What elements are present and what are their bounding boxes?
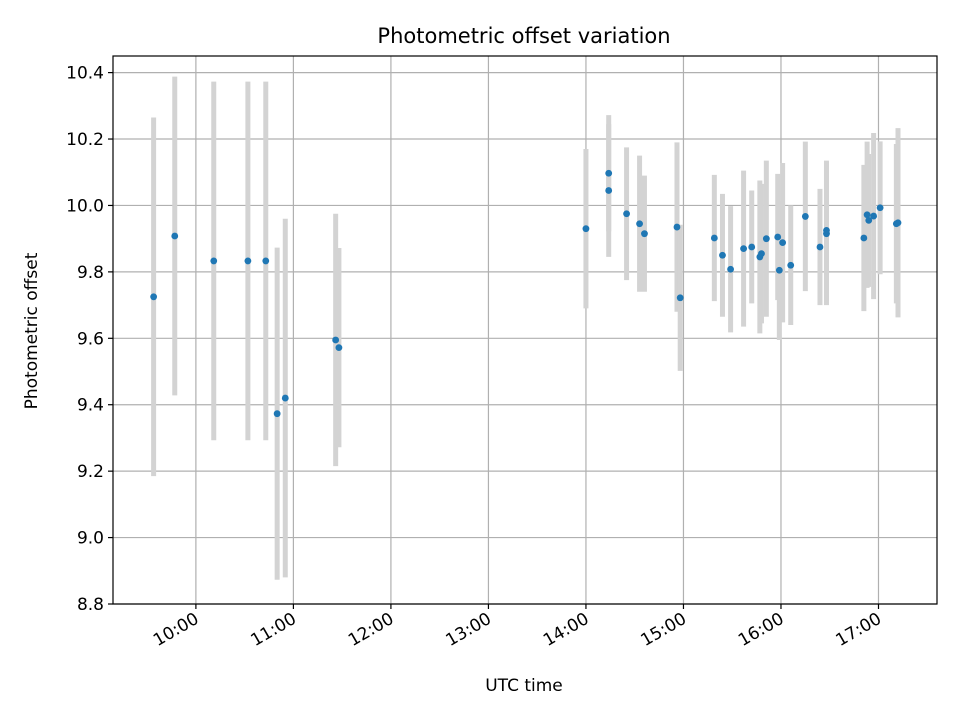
data-point bbox=[740, 245, 747, 253]
data-point bbox=[273, 410, 281, 418]
y-axis-ticks: 8.8 9.0 9.2 9.4 9.6 9.8 10.0 10.2 10.4 bbox=[66, 64, 113, 615]
data-point bbox=[710, 234, 718, 242]
data-point bbox=[605, 187, 613, 194]
y-tick-label: 9.2 bbox=[77, 462, 104, 482]
data-point bbox=[582, 225, 590, 233]
data-point bbox=[332, 336, 340, 344]
data-point bbox=[244, 257, 252, 265]
y-tick-label: 9.6 bbox=[77, 329, 104, 349]
x-axis-title: UTC time bbox=[485, 676, 563, 696]
data-point bbox=[623, 210, 630, 218]
data-point bbox=[641, 230, 648, 238]
data-point bbox=[816, 243, 824, 251]
y-tick-label: 9.4 bbox=[77, 396, 104, 416]
y-tick-label: 8.8 bbox=[77, 595, 104, 615]
data-point bbox=[281, 394, 289, 402]
y-tick-label: 9.0 bbox=[77, 529, 104, 549]
data-point bbox=[894, 219, 902, 227]
data-point bbox=[762, 235, 770, 243]
data-point bbox=[727, 265, 734, 273]
chart-title: Photometric offset variation bbox=[377, 24, 670, 48]
data-point bbox=[676, 294, 684, 302]
y-tick-label: 10.2 bbox=[66, 130, 104, 150]
data-point bbox=[636, 220, 643, 228]
data-point bbox=[719, 251, 726, 259]
data-point bbox=[748, 243, 756, 251]
data-point bbox=[210, 257, 218, 265]
y-tick-label: 10.4 bbox=[66, 64, 104, 84]
plot-frame bbox=[112, 55, 938, 605]
data-point bbox=[171, 232, 179, 240]
data-point bbox=[673, 223, 681, 231]
y-axis-title: Photometric offset bbox=[22, 252, 42, 409]
data-point bbox=[876, 204, 884, 212]
data-point bbox=[787, 261, 795, 269]
data-point bbox=[335, 344, 343, 352]
data-point bbox=[775, 266, 783, 274]
data-point bbox=[758, 250, 765, 258]
data-point bbox=[779, 239, 787, 247]
data-point bbox=[801, 213, 809, 220]
data-point bbox=[774, 233, 782, 241]
data-points bbox=[150, 169, 902, 418]
y-tick-label: 9.8 bbox=[77, 263, 104, 283]
data-point bbox=[262, 257, 270, 265]
data-point bbox=[605, 169, 613, 177]
data-point bbox=[860, 234, 868, 242]
y-tick-label: 10.0 bbox=[66, 196, 104, 216]
data-point bbox=[823, 226, 830, 234]
data-point bbox=[150, 293, 158, 301]
data-point bbox=[865, 217, 873, 224]
data-point bbox=[870, 212, 878, 220]
data-point bbox=[863, 211, 871, 219]
